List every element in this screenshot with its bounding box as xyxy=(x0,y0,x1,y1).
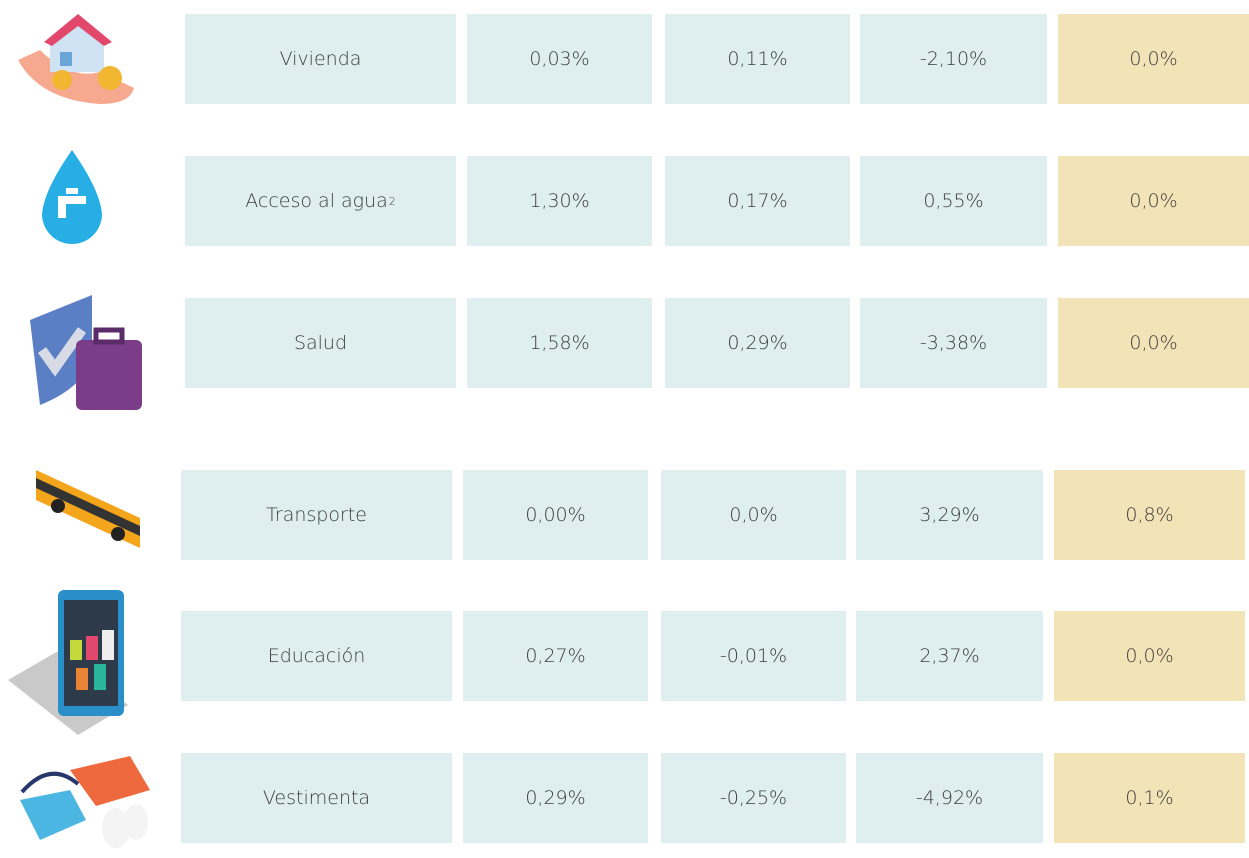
row-label: Educación xyxy=(268,645,366,667)
icon-clothes xyxy=(20,756,150,848)
value-cell: 0,29% xyxy=(665,298,850,388)
icon-health xyxy=(30,295,142,410)
icon-bus xyxy=(36,470,140,548)
value-cell: 0,0% xyxy=(1058,156,1249,246)
value-cell: 0,17% xyxy=(665,156,850,246)
icon-education xyxy=(8,590,128,735)
page: Vivienda0,03%0,11%-2,10%0,0%Acceso al ag… xyxy=(0,0,1249,858)
icon-housing xyxy=(18,14,134,104)
value-cell: 0,8% xyxy=(1054,470,1245,560)
row-label-cell: Transporte xyxy=(181,470,452,560)
value-cell: 3,29% xyxy=(856,470,1043,560)
value-cell: 0,55% xyxy=(860,156,1047,246)
row-label: Vestimenta xyxy=(263,787,370,809)
value-cell: 0,11% xyxy=(665,14,850,104)
footnote-mark: 2 xyxy=(389,195,396,208)
value-cell: 0,29% xyxy=(463,753,648,843)
row-label-cell: Salud xyxy=(185,298,456,388)
value-cell: -0,25% xyxy=(661,753,846,843)
value-cell: 1,30% xyxy=(467,156,652,246)
row-label: Transporte xyxy=(266,504,367,526)
value-cell: 0,0% xyxy=(1054,611,1245,701)
value-cell: 0,00% xyxy=(463,470,648,560)
value-cell: 0,0% xyxy=(1058,14,1249,104)
value-cell: -3,38% xyxy=(860,298,1047,388)
row-label-cell: Vestimenta xyxy=(181,753,452,843)
value-cell: 1,58% xyxy=(467,298,652,388)
icons xyxy=(0,0,160,858)
row-label-cell: Educación xyxy=(181,611,452,701)
value-cell: -4,92% xyxy=(856,753,1043,843)
value-cell: 0,03% xyxy=(467,14,652,104)
row-label: Salud xyxy=(294,332,347,354)
value-cell: 0,27% xyxy=(463,611,648,701)
row-label-cell: Vivienda xyxy=(185,14,456,104)
value-cell: 0,0% xyxy=(1058,298,1249,388)
value-cell: -2,10% xyxy=(860,14,1047,104)
value-cell: -0,01% xyxy=(661,611,846,701)
icon-water xyxy=(42,150,102,244)
value-cell: 2,37% xyxy=(856,611,1043,701)
row-label: Acceso al agua xyxy=(245,190,388,212)
value-cell: 0,0% xyxy=(661,470,846,560)
row-label: Vivienda xyxy=(280,48,362,70)
value-cell: 0,1% xyxy=(1054,753,1245,843)
